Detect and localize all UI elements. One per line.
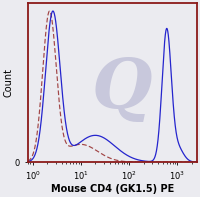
Text: Q: Q — [92, 55, 153, 123]
Y-axis label: Count: Count — [3, 68, 13, 97]
X-axis label: Mouse CD4 (GK1.5) PE: Mouse CD4 (GK1.5) PE — [51, 184, 174, 193]
